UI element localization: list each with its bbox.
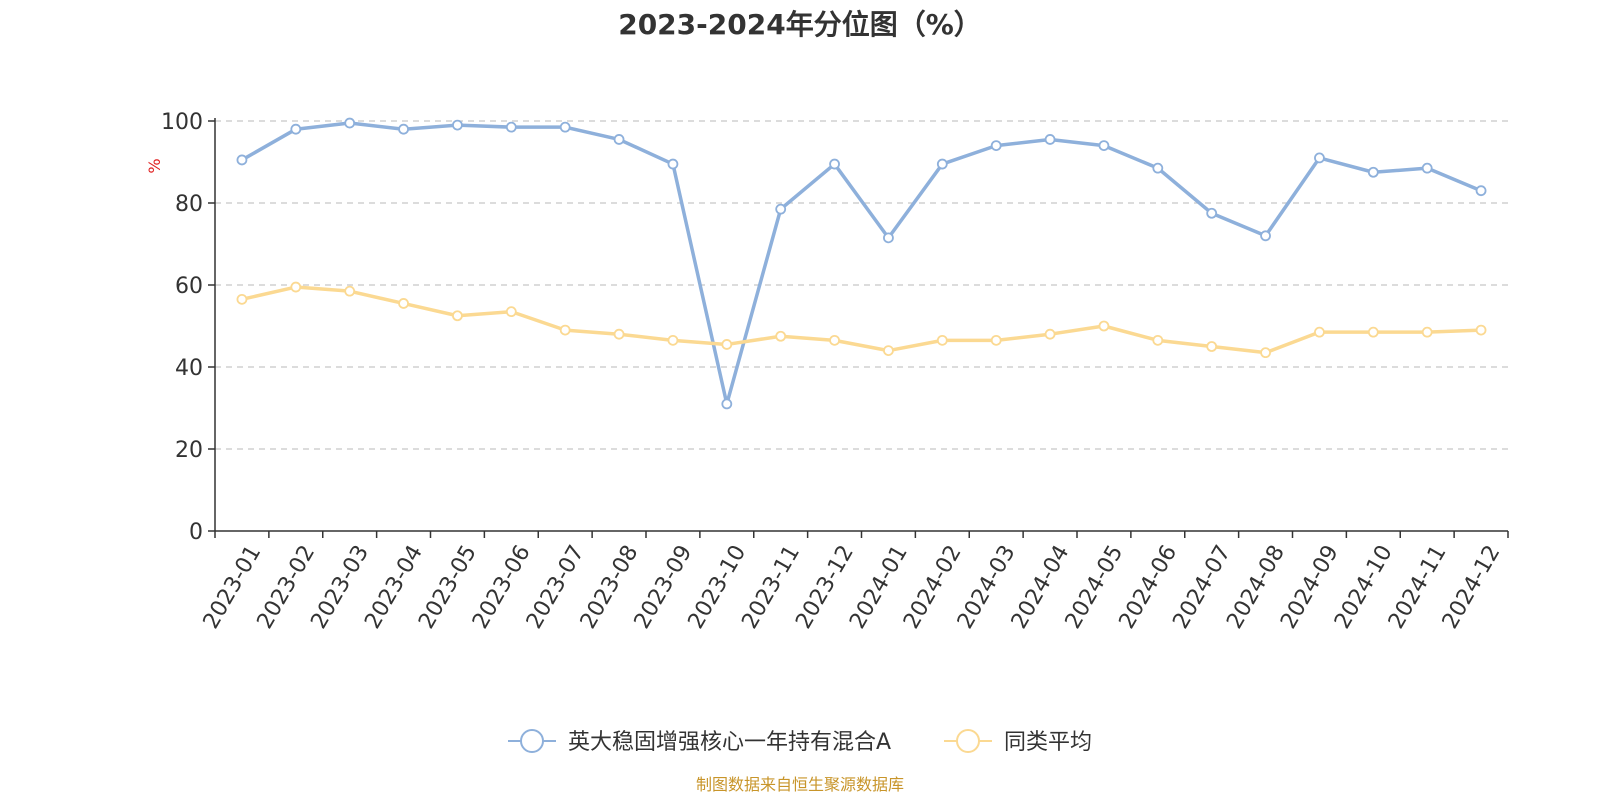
data-point [883, 232, 894, 244]
data-point [775, 203, 787, 215]
data-point [236, 293, 248, 305]
data-point [1475, 324, 1487, 336]
legend-label: 同类平均 [1004, 730, 1092, 755]
data-point [936, 334, 948, 346]
data-point [452, 119, 463, 131]
data-point [829, 158, 840, 170]
series-2 [236, 281, 1487, 359]
data-point [721, 339, 733, 350]
data-point [1152, 162, 1164, 174]
data-point [398, 298, 409, 309]
data-point [290, 123, 302, 135]
legend[interactable]: 英大稳固增强核心一年持有混合A 同类平均 [508, 729, 1092, 755]
data-point [775, 330, 787, 342]
series-line [241, 121, 1482, 406]
y-tick-label: 100 [161, 110, 203, 135]
series-1 [236, 117, 1487, 410]
data-point [721, 398, 733, 410]
data-point [290, 281, 302, 293]
data-point [1152, 334, 1164, 346]
legend-marker [956, 729, 980, 753]
data-point [452, 310, 463, 322]
data-point [883, 345, 894, 357]
data-point [1098, 140, 1110, 152]
data-point [1206, 207, 1218, 219]
grid-lines [215, 120, 1508, 450]
y-tick-label: 60 [175, 274, 203, 299]
data-point [1260, 230, 1271, 242]
data-point [613, 134, 625, 145]
data-point [505, 121, 517, 133]
data-point [990, 140, 1002, 152]
data-point [1314, 152, 1325, 164]
data-point [1367, 326, 1379, 338]
chart-title: 2023-2024年分位图（%） [618, 8, 982, 41]
data-point [613, 328, 625, 340]
data-point [667, 158, 679, 170]
y-tick-label: 0 [189, 520, 203, 545]
data-point [1098, 320, 1110, 332]
series-line [241, 285, 1482, 355]
data-point [936, 158, 948, 170]
data-point [559, 121, 571, 133]
data-point [344, 285, 356, 297]
y-axis-label: % [145, 158, 164, 173]
data-point [398, 123, 409, 135]
y-tick-label: 40 [175, 356, 203, 381]
legend-marker [520, 729, 544, 753]
data-point [1044, 328, 1056, 340]
data-point [829, 334, 840, 346]
data-point [559, 324, 571, 336]
data-point [344, 117, 356, 129]
data-point [1206, 341, 1218, 352]
y-tick-label: 80 [175, 192, 203, 217]
y-tick-label: 20 [175, 438, 203, 463]
data-point [1421, 162, 1433, 174]
data-point [1260, 347, 1271, 359]
legend-item-2[interactable]: 同类平均 [944, 729, 1092, 755]
data-point [236, 154, 248, 166]
data-point [1314, 326, 1325, 338]
legend-label: 英大稳固增强核心一年持有混合A [568, 730, 891, 755]
data-point [505, 306, 517, 318]
data-point [667, 334, 679, 346]
series-layer [236, 117, 1487, 410]
data-point [1367, 166, 1379, 178]
data-point [1044, 134, 1056, 145]
data-point [1421, 326, 1433, 338]
legend-item-1[interactable]: 英大稳固增强核心一年持有混合A [508, 729, 891, 755]
axes: 0204060801002023-012023-022023-032023-04… [161, 110, 1509, 633]
source-text: 制图数据来自恒生聚源数据库 [696, 775, 904, 794]
data-point [1475, 185, 1487, 197]
data-point [990, 334, 1002, 346]
